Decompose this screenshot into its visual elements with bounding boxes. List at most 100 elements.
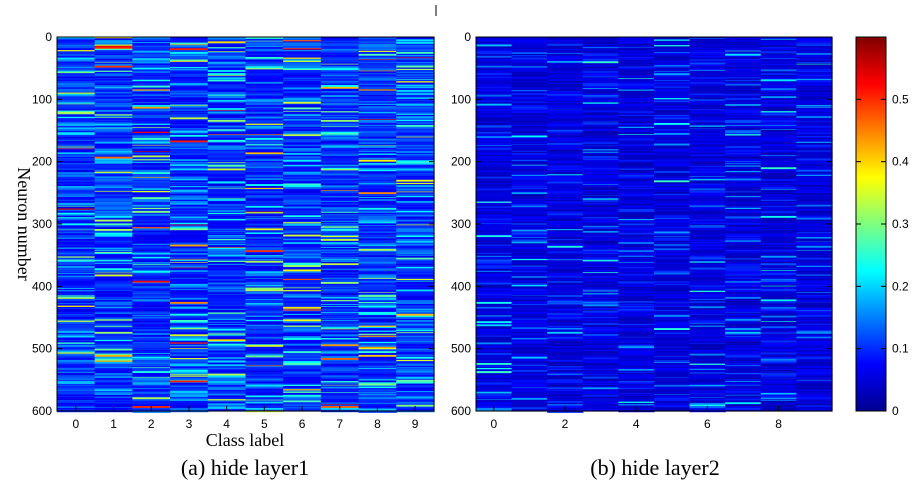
heatmap-cell xyxy=(476,235,513,238)
heatmap-cell xyxy=(132,334,171,338)
heatmap-cell xyxy=(94,339,133,342)
heatmap-cell xyxy=(57,371,96,373)
heatmap-cell xyxy=(283,238,322,240)
heatmap-cell xyxy=(57,342,96,345)
heatmap-cell xyxy=(582,51,619,54)
heatmap-cell xyxy=(358,136,397,140)
heatmap-cell xyxy=(618,219,655,222)
heatmap-cell xyxy=(358,74,397,77)
heatmap-cell xyxy=(94,299,133,302)
heatmap-cell xyxy=(654,195,691,198)
heatmap-cell xyxy=(320,159,360,162)
heatmap-cell xyxy=(618,85,655,89)
heatmap-cell xyxy=(358,368,397,370)
heatmap-cell xyxy=(132,58,171,61)
heatmap-cell xyxy=(283,38,322,41)
heatmap-cell xyxy=(320,175,360,177)
heatmap-cell xyxy=(547,80,584,82)
heatmap-cell xyxy=(547,399,584,402)
heatmap-cell xyxy=(511,325,548,327)
heatmap-cell xyxy=(476,55,513,57)
heatmap-cell xyxy=(476,101,513,104)
heatmap-cell xyxy=(396,266,435,268)
heatmap-cell xyxy=(618,222,655,224)
heatmap-cell xyxy=(476,332,513,335)
heatmap-cell xyxy=(170,230,209,232)
heatmap-cell xyxy=(245,81,284,85)
heatmap-cell xyxy=(476,215,513,218)
heatmap-cell xyxy=(654,182,691,185)
heatmap-cell xyxy=(689,111,726,114)
heatmap-cell xyxy=(396,111,435,114)
heatmap-cell xyxy=(582,282,619,284)
heatmap-cell xyxy=(320,55,360,58)
heatmap-cell xyxy=(618,225,655,228)
heatmap-cell xyxy=(582,286,619,289)
heatmap-cell xyxy=(547,254,584,256)
heatmap-cell xyxy=(57,323,96,326)
heatmap-cell xyxy=(132,89,171,92)
heatmap-cell xyxy=(283,156,322,158)
heatmap-cell xyxy=(511,70,548,72)
heatmap-cell xyxy=(245,331,284,334)
heatmap-cell xyxy=(283,51,322,54)
heatmap-cell xyxy=(207,57,247,61)
heatmap-cell xyxy=(132,151,171,153)
heatmap-cell xyxy=(57,116,96,119)
heatmap-cell xyxy=(245,181,284,183)
heatmap-cell xyxy=(132,103,171,106)
heatmap-cell xyxy=(618,78,655,82)
heatmap-cell xyxy=(170,382,209,384)
heatmap-cell xyxy=(476,109,513,112)
heatmap-cell xyxy=(207,137,247,141)
heatmap-cell xyxy=(132,307,171,309)
heatmap-cell xyxy=(320,232,360,236)
heatmap-cell xyxy=(547,304,584,307)
heatmap-cell xyxy=(207,183,247,186)
heatmap-cell xyxy=(582,346,619,349)
y-tick-label: 0 xyxy=(45,30,52,44)
heatmap-cell xyxy=(170,108,209,111)
heatmap-cell xyxy=(245,190,284,193)
heatmap-cell xyxy=(582,322,619,324)
heatmap-cell xyxy=(511,245,548,248)
heatmap-cell xyxy=(170,403,209,406)
heatmap-cell xyxy=(94,335,133,339)
heatmap-cell xyxy=(582,278,619,280)
heatmap-cell xyxy=(582,150,619,153)
heatmap-cell xyxy=(170,248,209,251)
heatmap-cell xyxy=(396,61,435,64)
heatmap-cell xyxy=(132,177,171,181)
heatmap-cell xyxy=(132,155,171,158)
heatmap-cell xyxy=(476,313,513,315)
heatmap-cell xyxy=(207,377,247,381)
heatmap-cell xyxy=(618,237,655,239)
heatmap-cell xyxy=(582,321,619,324)
heatmap-cell xyxy=(132,365,171,368)
heatmap-cell xyxy=(170,246,209,248)
heatmap-cell xyxy=(654,311,691,314)
heatmap-cell xyxy=(94,94,133,98)
heatmap-cell xyxy=(358,123,397,126)
heatmap-cell xyxy=(358,80,397,84)
heatmap-cell xyxy=(511,317,548,319)
heatmap-cell xyxy=(132,296,171,299)
heatmap-cell xyxy=(207,159,247,162)
heatmap-cell xyxy=(57,248,96,252)
heatmap-cell xyxy=(476,94,513,97)
heatmap-cell xyxy=(320,367,360,370)
heatmap-cell xyxy=(170,70,209,72)
heatmap-cell xyxy=(170,193,209,195)
heatmap-cell xyxy=(283,125,322,128)
heatmap-cell xyxy=(132,301,171,304)
heatmap-cell xyxy=(245,170,284,172)
heatmap-cell xyxy=(582,379,619,382)
heatmap-cell xyxy=(94,109,133,113)
heatmap-cell xyxy=(476,156,513,158)
heatmap-cell xyxy=(132,73,171,75)
heatmap-cell xyxy=(358,351,397,354)
heatmap-cell xyxy=(476,88,513,90)
heatmap-cell xyxy=(207,181,247,185)
heatmap-cell xyxy=(283,318,322,320)
heatmap-cell xyxy=(132,241,171,244)
